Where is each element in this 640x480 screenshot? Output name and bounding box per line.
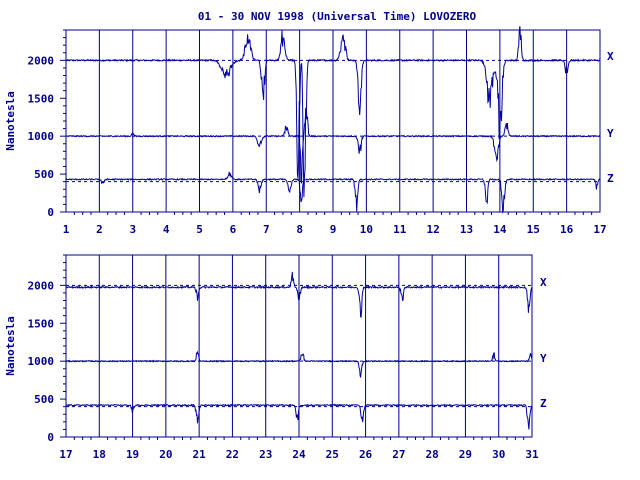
x-tick-label: 8 xyxy=(296,223,303,236)
x-tick-label: 17 xyxy=(593,223,606,236)
y-tick-label: 1000 xyxy=(28,130,55,143)
x-tick-label: 31 xyxy=(525,448,539,461)
series-trace-z xyxy=(65,171,600,214)
x-tick-label: 7 xyxy=(263,223,270,236)
x-tick-label: 18 xyxy=(93,448,106,461)
y-tick-label: 0 xyxy=(47,206,54,219)
x-tick-label: 22 xyxy=(226,448,239,461)
x-tick-label: 17 xyxy=(59,448,72,461)
series-trace-z xyxy=(65,403,533,430)
series-trace-x xyxy=(65,271,533,319)
x-tick-label: 6 xyxy=(230,223,237,236)
series-trace-y xyxy=(65,350,533,378)
chart-title: 01 - 30 NOV 1998 (Universal Time) LOVOZE… xyxy=(198,10,477,23)
x-tick-label: 4 xyxy=(163,223,170,236)
y-tick-label: 1500 xyxy=(28,92,55,105)
series-label-x: X xyxy=(607,50,614,63)
x-tick-label: 21 xyxy=(193,448,207,461)
x-tick-label: 15 xyxy=(527,223,540,236)
x-tick-label: 19 xyxy=(126,448,139,461)
x-tick-label: 12 xyxy=(427,223,440,236)
series-label-z: Z xyxy=(540,397,547,410)
x-tick-label: 24 xyxy=(292,448,306,461)
y-tick-label: 0 xyxy=(47,431,54,444)
series-trace-x xyxy=(65,26,601,198)
x-tick-label: 25 xyxy=(326,448,339,461)
x-tick-label: 13 xyxy=(460,223,473,236)
x-tick-label: 2 xyxy=(96,223,103,236)
x-tick-label: 5 xyxy=(196,223,203,236)
y-tick-label: 500 xyxy=(34,168,54,181)
x-tick-label: 9 xyxy=(330,223,337,236)
series-label-z: Z xyxy=(607,172,614,185)
y-tick-label: 1500 xyxy=(28,317,55,330)
y-tick-label: 1000 xyxy=(28,355,55,368)
x-tick-label: 23 xyxy=(259,448,272,461)
x-tick-label: 26 xyxy=(359,448,373,461)
x-tick-label: 10 xyxy=(360,223,373,236)
y-tick-label: 2000 xyxy=(28,54,55,67)
y-axis-label: Nanotesla xyxy=(4,316,17,376)
x-tick-label: 28 xyxy=(426,448,439,461)
series-label-y: Y xyxy=(607,127,614,140)
x-tick-label: 1 xyxy=(63,223,70,236)
chart-panel-2: 17 18 19 20 21 22 23 24 25 26 27 28 29 30 31 0 500 1000 15… xyxy=(4,254,547,461)
y-tick-label: 500 xyxy=(34,393,54,406)
x-tick-label: 29 xyxy=(459,448,472,461)
series-label-x: X xyxy=(540,276,547,289)
chart-panel-1: 1 2 3 4 5 6 7 8 9 10 11 12 13 14 15 16 17050010001500200… xyxy=(4,26,614,236)
series-label-y: Y xyxy=(540,352,547,365)
x-tick-label: 16 xyxy=(560,223,574,236)
x-tick-label: 11 xyxy=(393,223,407,236)
y-tick-label: 2000 xyxy=(28,279,55,292)
x-tick-label: 14 xyxy=(493,223,507,236)
series-trace-y xyxy=(66,107,601,185)
x-tick-label: 3 xyxy=(129,223,136,236)
y-axis-label: Nanotesla xyxy=(4,91,17,151)
x-tick-label: 30 xyxy=(492,448,505,461)
x-tick-label: 20 xyxy=(159,448,172,461)
x-tick-label: 27 xyxy=(392,448,405,461)
